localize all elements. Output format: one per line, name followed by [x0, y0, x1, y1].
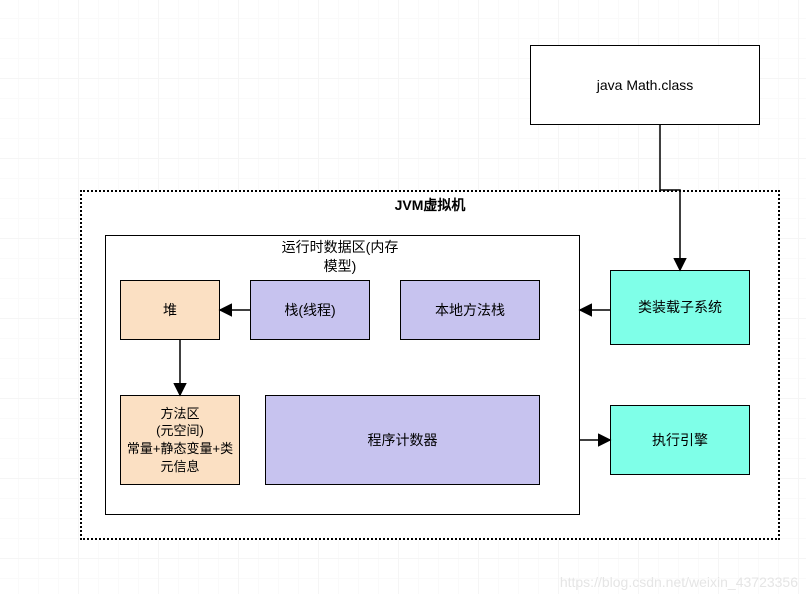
node-heap: 堆: [120, 280, 220, 340]
node-label: 堆: [163, 301, 177, 320]
diagram-canvas: java Math.class JVM虚拟机 运行时数据区(内存 模型) 堆 栈…: [0, 0, 806, 594]
node-label: java Math.class: [597, 76, 693, 95]
node-native-stack: 本地方法栈: [400, 280, 540, 340]
jvm-frame-title: JVM虚拟机: [80, 196, 780, 215]
node-java-math-class: java Math.class: [530, 45, 760, 125]
node-label: 栈(线程): [284, 301, 335, 320]
node-stack: 栈(线程): [250, 280, 370, 340]
node-execution-engine: 执行引擎: [610, 405, 750, 475]
runtime-data-title: 运行时数据区(内存 模型): [225, 238, 455, 276]
node-label: 类装载子系统: [638, 298, 722, 317]
node-label: 方法区 (元空间) 常量+静态变量+类 元信息: [127, 405, 233, 475]
node-program-counter: 程序计数器: [265, 395, 540, 485]
node-label: 本地方法栈: [435, 301, 505, 320]
node-label: 执行引擎: [652, 431, 708, 450]
watermark: https://blog.csdn.net/weixin_43723356: [560, 574, 798, 590]
node-classloader: 类装载子系统: [610, 270, 750, 345]
node-method-area: 方法区 (元空间) 常量+静态变量+类 元信息: [120, 395, 240, 485]
node-label: 程序计数器: [368, 431, 438, 450]
